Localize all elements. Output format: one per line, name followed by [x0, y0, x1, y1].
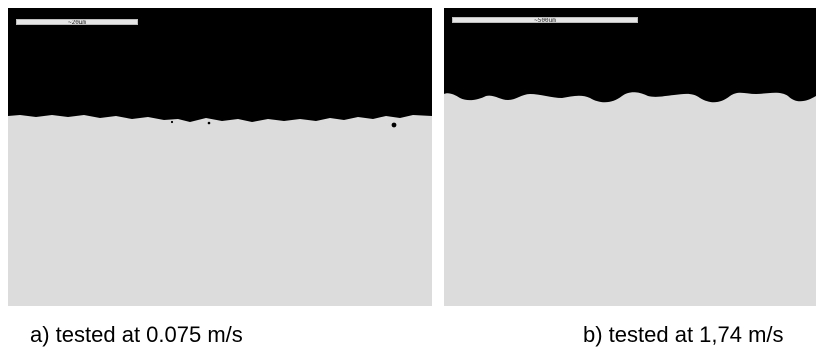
cross-section-image-a [8, 8, 432, 128]
micrograph-panel-b: ~500um [444, 8, 816, 306]
cross-section-image-b [444, 8, 816, 103]
scale-bar-a: ~20µm [16, 19, 138, 25]
caption-panel-a: a) tested at 0.075 m/s [30, 322, 243, 347]
scale-bar-b: ~500um [452, 17, 638, 23]
micrograph-panel-a: ~20µm [8, 8, 432, 306]
caption-panel-b: b) tested at 1,74 m/s [583, 322, 784, 347]
